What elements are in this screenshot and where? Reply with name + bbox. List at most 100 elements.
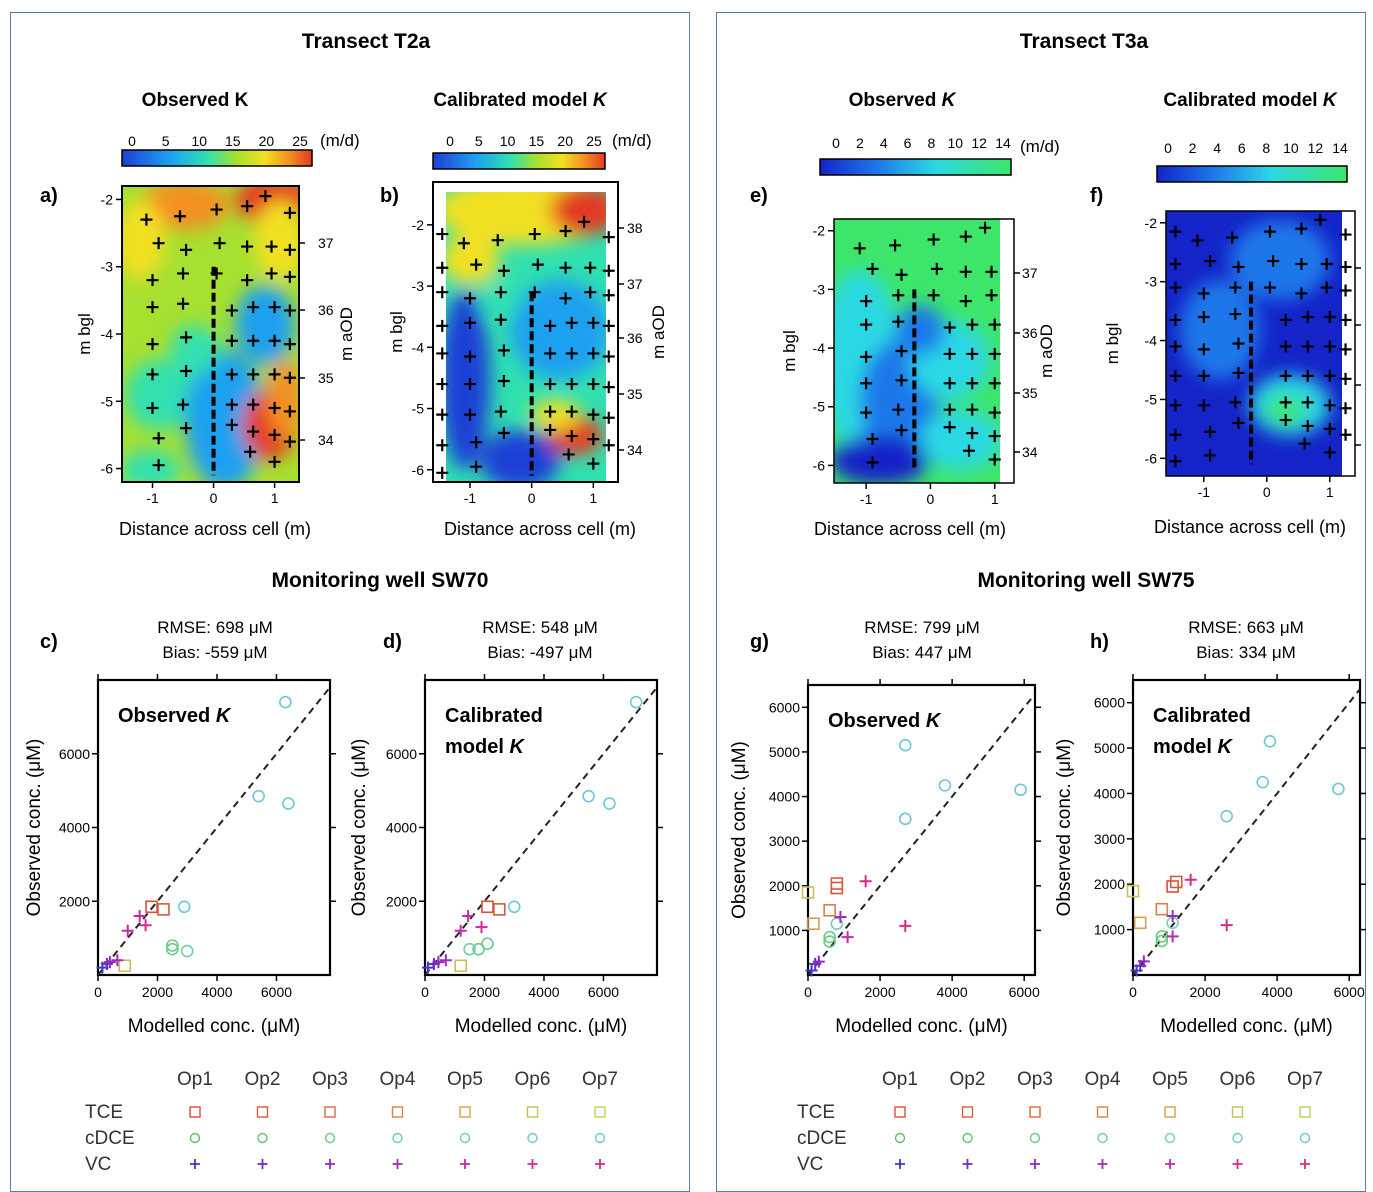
y2-tick-label: 35 (627, 386, 643, 402)
sample-cross (146, 368, 159, 381)
sample-cross (895, 374, 908, 387)
x-tick-label: 4000 (937, 984, 968, 1000)
legend-marker-tce (1029, 1106, 1041, 1118)
legend-col-label: Op3 (312, 1069, 348, 1090)
colorbar-tick-label: 5 (475, 133, 483, 149)
panel-letter-e: e) (750, 185, 768, 207)
sample-cross (225, 368, 238, 381)
rmse-label: RMSE: 799 μM (864, 618, 980, 637)
sample-cross (966, 347, 979, 360)
heatmap-title-e: Observed K (849, 90, 957, 111)
sample-cross (1339, 228, 1352, 241)
sample-cross (494, 313, 507, 326)
colorbar-tick-label: 0 (832, 135, 840, 151)
x-tick-label: 0 (421, 984, 429, 1000)
y-tick-label: -6 (813, 457, 826, 473)
sample-cross (1169, 399, 1182, 412)
y-tick-label: 1000 (1094, 922, 1125, 938)
monitoring-title-left: Monitoring well SW70 (271, 569, 488, 592)
legend-col-label: Op7 (1287, 1069, 1323, 1090)
sample-cross (464, 292, 476, 305)
legend-marker-tce (894, 1106, 906, 1118)
x-axis-label: Modelled conc. (μM) (455, 1016, 628, 1037)
heatmap-b (446, 192, 606, 482)
legend-col-label: Op3 (1017, 1069, 1053, 1090)
x-tick-label: 6000 (1009, 984, 1040, 1000)
legend-marker-cdce (1299, 1132, 1311, 1144)
sample-cross (544, 347, 557, 360)
legend-row-label: cDCE (797, 1128, 847, 1149)
point-cdce (1155, 934, 1169, 948)
point-vc (1137, 955, 1150, 968)
sample-cross (1204, 449, 1217, 462)
legend-marker-vc (1097, 1159, 1108, 1169)
sample-cross (1301, 369, 1314, 382)
y-tick-label: -2 (813, 223, 826, 239)
x-axis-label: Modelled conc. (μM) (835, 1016, 1008, 1037)
heatmap-f (1166, 211, 1342, 476)
x-tick-label: 4000 (201, 984, 232, 1000)
point-cdce (603, 797, 616, 810)
sample-cross (1279, 414, 1292, 427)
sample-cross (587, 433, 600, 446)
sample-cross (531, 258, 544, 271)
colorbar-tick-label: 25 (586, 133, 602, 149)
sample-cross (241, 240, 254, 253)
sample-cross (866, 433, 879, 445)
scatter-inner-label-line2: model K (445, 736, 525, 758)
colorbar-tick-label: 0 (128, 133, 136, 149)
sample-cross (268, 402, 281, 414)
sample-cross (892, 315, 905, 328)
sample-cross (860, 377, 873, 390)
point-cdce (472, 942, 485, 956)
y-tick-label: -6 (412, 462, 425, 478)
colorbar-tick-label: 5 (162, 133, 170, 149)
sample-cross (1229, 396, 1242, 409)
sample-cross (464, 316, 476, 329)
legend-row-label: cDCE (85, 1128, 135, 1149)
x-axis-label: Modelled conc. (μM) (128, 1016, 301, 1037)
sample-cross (988, 377, 1001, 390)
point-cdce (166, 942, 179, 956)
sample-cross (1169, 313, 1182, 326)
legend-marker-tce (594, 1106, 606, 1118)
rmse-label: RMSE: 548 μM (482, 618, 598, 637)
colorbar-tick-label: 2 (856, 135, 864, 151)
sample-cross (436, 378, 449, 391)
y2-axis-label: m aOD (1037, 324, 1056, 378)
sample-cross (436, 261, 449, 274)
y-tick-label: 4000 (386, 820, 417, 836)
bias-label: Bias: 447 μM (872, 643, 972, 662)
sample-cross (963, 444, 975, 457)
colorbar-tick-label: 4 (880, 135, 888, 151)
sample-cross (544, 319, 557, 332)
sample-cross (959, 230, 972, 243)
sample-cross (491, 234, 504, 247)
point-cdce (898, 738, 912, 752)
x-tick-label: -1 (146, 490, 159, 506)
point-vc (1166, 930, 1179, 943)
sample-cross (1323, 369, 1336, 382)
sample-cross (259, 190, 272, 203)
y2-tick-label: 36 (318, 302, 334, 318)
sample-cross (146, 301, 159, 314)
sample-cross (892, 289, 905, 302)
y-tick-label: 5000 (1094, 740, 1125, 756)
sample-cross (247, 425, 260, 438)
sample-cross (587, 408, 600, 421)
scatter-inner-label: Observed K (828, 710, 942, 732)
point-cdce (1332, 782, 1345, 796)
sample-cross (173, 210, 186, 223)
point-vc (1220, 919, 1233, 932)
legend-marker-vc (595, 1159, 605, 1169)
y-axis-label: Observed conc. (μM) (1054, 739, 1075, 917)
point-vc (1166, 910, 1179, 922)
sample-cross (283, 270, 296, 283)
sample-cross (283, 405, 296, 418)
sample-cross (225, 304, 238, 317)
sample-cross (1169, 340, 1182, 353)
heatmap-a (122, 186, 299, 482)
sample-cross (213, 237, 226, 250)
y2-tick-label: 37 (1022, 265, 1038, 281)
point-cdce (898, 812, 912, 826)
